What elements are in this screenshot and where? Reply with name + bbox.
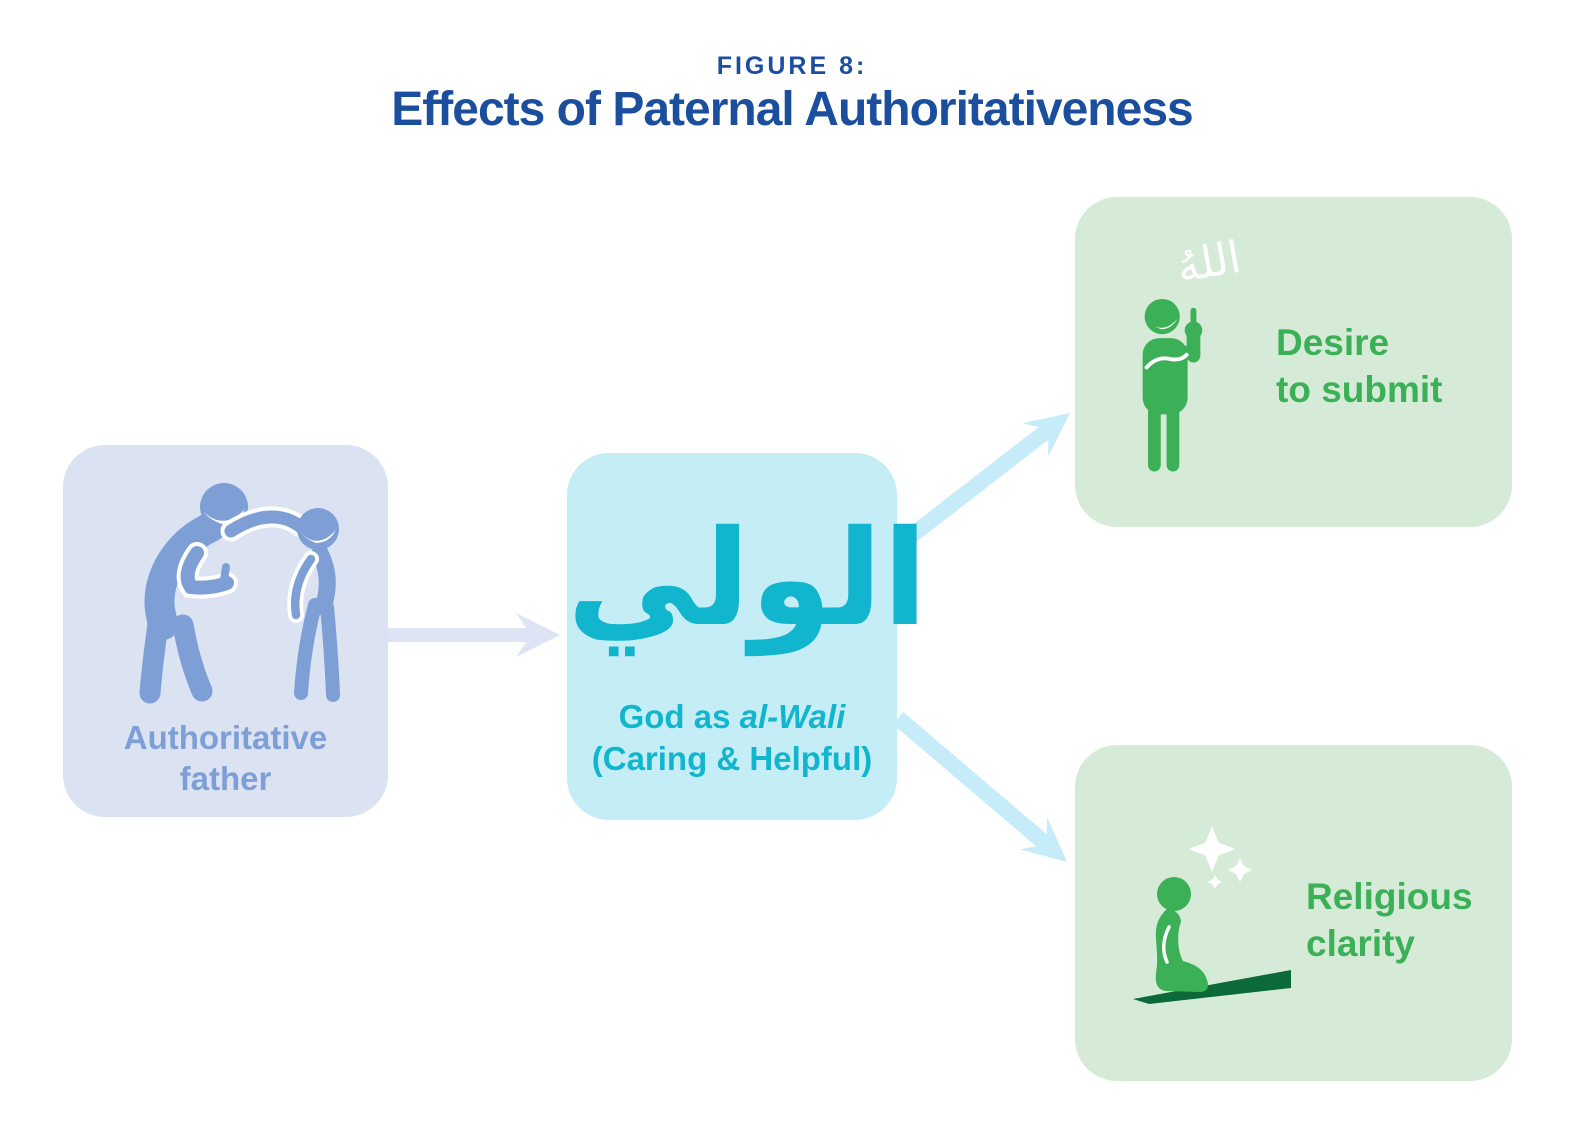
father-node-label: Authoritative father [63,717,388,799]
arrow-father-to-wali [386,613,560,657]
praying-head [1157,877,1191,911]
arrow-wali-to-clarity [892,711,1067,862]
wali-caption-name: al-Wali [739,698,846,735]
praying-figure-icon [1133,826,1291,1004]
father-label-line2: father [179,760,272,797]
wali-node: الولي God as al-Wali (Caring & Helpful) [567,453,928,820]
wali-caption-sub: (Caring & Helpful) [591,740,873,777]
clarity-label-line2: clarity [1306,923,1416,964]
prayer-mat [1133,970,1291,1004]
clarity-node: Religious clarity [1075,745,1512,1081]
child-head [297,508,339,550]
submit-label-line2: to submit [1276,369,1443,410]
submit-node: اللهُ Desire to submit [1075,197,1512,527]
sparkle-small [1208,875,1222,889]
wali-node-label: God as al-Wali (Caring & Helpful) [567,696,897,780]
father-figure [139,483,312,704]
al-wali-calligraphy: الولي [567,502,928,656]
father-label-line1: Authoritative [123,719,328,756]
father-node: Authoritative father [63,445,388,817]
wali-caption-prefix: God as [618,698,740,735]
figure-kicker: FIGURE 8: [716,52,868,80]
clarity-node-label: Religious clarity [1306,873,1473,967]
sparkles [1189,826,1252,889]
crossed-arm-outline [1144,352,1189,370]
clarity-label-line1: Religious [1306,876,1473,917]
wali-caption-line1: God as al-Wali [567,696,897,738]
torso [1142,338,1188,415]
sparkle-large [1189,826,1235,872]
child-figure [287,508,340,702]
sparkle-medium [1228,858,1252,882]
smile [1147,318,1178,330]
father-child-icon [139,483,340,704]
figure-title: Effects of Paternal Authoritativeness [391,83,1193,136]
shahada-figure-icon [1142,298,1203,472]
praying-arm-outline [1162,925,1171,964]
father-thumb-up [220,563,230,584]
submit-node-label: Desire to submit [1276,319,1442,413]
arrow-wali-to-submit [893,413,1070,553]
allah-calligraphy: اللهُ [1172,231,1245,294]
submit-label-line1: Desire [1276,322,1390,363]
child-smile [301,530,336,543]
